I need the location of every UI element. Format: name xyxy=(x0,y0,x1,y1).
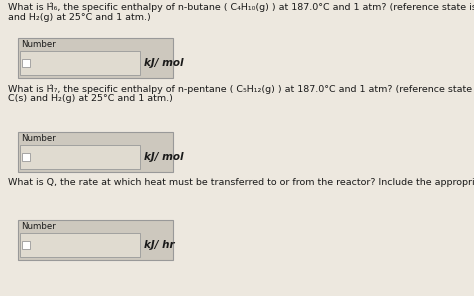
Text: What is Ĥ₇, the specific enthalpy of n-pentane ( C₅H₁₂(g) ) at 187.0°C and 1 at: What is Ĥ₇, the specific enthalpy of n-… xyxy=(8,84,474,94)
FancyBboxPatch shape xyxy=(18,220,173,260)
FancyBboxPatch shape xyxy=(22,59,30,67)
FancyBboxPatch shape xyxy=(18,132,173,172)
FancyBboxPatch shape xyxy=(22,153,30,161)
Text: kJ/ hr: kJ/ hr xyxy=(144,240,174,250)
Text: kJ/ mol: kJ/ mol xyxy=(144,152,183,162)
Text: Number: Number xyxy=(21,40,56,49)
FancyBboxPatch shape xyxy=(20,51,140,75)
Text: C(s) and H₂(g) at 25°C and 1 atm.): C(s) and H₂(g) at 25°C and 1 atm.) xyxy=(8,94,173,103)
FancyBboxPatch shape xyxy=(20,233,140,257)
FancyBboxPatch shape xyxy=(20,145,140,169)
Text: Number: Number xyxy=(21,222,56,231)
FancyBboxPatch shape xyxy=(18,38,173,78)
Text: kJ/ mol: kJ/ mol xyxy=(144,58,183,68)
Text: What is Ĥ₆, the specific enthalpy of n-butane ( C₄H₁₀(g) ) at 187.0°C and 1 atm: What is Ĥ₆, the specific enthalpy of n-… xyxy=(8,3,474,12)
Text: Number: Number xyxy=(21,134,56,143)
FancyBboxPatch shape xyxy=(22,241,30,249)
Text: What is Q̇, the rate at which heat must be transferred to or from the reactor? I: What is Q̇, the rate at which heat must … xyxy=(8,178,474,187)
Text: and H₂(g) at 25°C and 1 atm.): and H₂(g) at 25°C and 1 atm.) xyxy=(8,13,151,22)
